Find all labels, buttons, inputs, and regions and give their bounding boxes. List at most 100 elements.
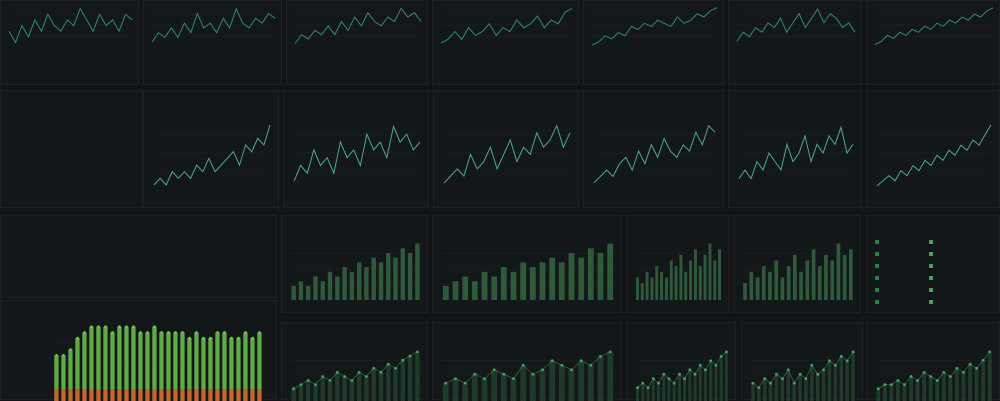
bar <box>680 255 683 300</box>
data-point <box>454 377 457 380</box>
bar-segment-green <box>138 332 142 389</box>
data-point <box>483 377 486 380</box>
bar <box>379 372 383 401</box>
bar <box>501 267 507 300</box>
bar <box>321 377 325 401</box>
stacked-bar-panel <box>0 300 277 400</box>
trend-line <box>753 352 853 388</box>
bar <box>335 277 339 301</box>
middle-line-chart <box>877 117 991 189</box>
bar-cap-dot <box>83 331 86 334</box>
legend-value-swatch <box>929 300 933 304</box>
data-point <box>720 355 723 358</box>
bar <box>647 388 650 401</box>
data-point <box>512 377 515 380</box>
bar-segment-orange <box>173 390 177 401</box>
data-point <box>300 383 303 386</box>
data-point <box>975 367 978 370</box>
bar-cap-dot <box>146 331 149 334</box>
series-line <box>295 8 421 43</box>
bar <box>812 249 816 300</box>
data-point <box>752 382 755 385</box>
bar-segment-orange <box>215 390 219 401</box>
data-point <box>609 351 612 354</box>
data-point <box>956 367 959 370</box>
bar <box>482 272 488 300</box>
bar <box>350 272 354 300</box>
data-point <box>372 367 375 370</box>
bar <box>816 374 820 401</box>
bar <box>299 281 303 300</box>
bar-segment-orange <box>124 390 128 401</box>
bar <box>804 379 808 401</box>
bar-segment-green <box>236 338 240 389</box>
legend-item <box>875 274 882 281</box>
bar-segment-green <box>54 355 58 389</box>
legend-value-swatch <box>929 240 933 244</box>
legend-value <box>929 262 936 269</box>
bar <box>688 370 691 401</box>
trend-line <box>446 352 610 383</box>
data-point <box>969 363 972 366</box>
data-point <box>699 364 702 367</box>
bar <box>673 383 676 401</box>
data-point <box>910 375 913 378</box>
data-point <box>678 373 681 376</box>
bar <box>720 356 723 401</box>
bar-segment-green <box>201 338 205 389</box>
series-line <box>877 125 991 186</box>
bar-segment-orange <box>159 390 163 401</box>
bar <box>540 262 546 300</box>
bar <box>762 266 766 300</box>
bar-segment-orange <box>152 390 156 401</box>
gridlines <box>152 14 275 36</box>
bar <box>357 262 361 300</box>
bar-segment-green <box>180 332 184 389</box>
series-line <box>875 8 993 45</box>
bar <box>810 365 814 401</box>
bar-dot-panel-3 <box>626 322 736 400</box>
bar <box>313 277 317 301</box>
top-line-chart <box>441 3 572 47</box>
bar <box>655 266 658 300</box>
bar-cap-dot <box>251 337 254 340</box>
bar <box>408 253 412 300</box>
bar-segment-orange <box>89 390 93 401</box>
data-point <box>982 359 985 362</box>
data-point <box>292 387 295 390</box>
series-line <box>9 9 132 43</box>
bar-segment-green <box>61 355 65 389</box>
bar-cap-dot <box>118 325 121 328</box>
gridlines <box>444 135 570 171</box>
data-point <box>988 351 991 354</box>
data-point <box>560 364 563 367</box>
bar-segment-orange <box>222 390 226 401</box>
bar <box>472 281 478 300</box>
data-point <box>769 382 772 385</box>
bar <box>313 385 317 401</box>
data-point <box>781 377 784 380</box>
legend-value <box>929 274 936 281</box>
bar-segment-orange <box>201 390 205 401</box>
bar <box>408 356 412 401</box>
bar <box>781 278 785 301</box>
bar-segment-orange <box>82 390 86 401</box>
top-line-chart <box>875 3 993 47</box>
top-line-chart <box>295 3 421 47</box>
bar <box>530 267 536 300</box>
bar <box>472 374 478 401</box>
bar <box>787 370 791 401</box>
bar <box>763 379 767 401</box>
top-line-chart <box>737 3 855 47</box>
bar <box>306 286 310 300</box>
data-point <box>715 364 718 367</box>
data-point <box>351 379 354 382</box>
bar-segment-orange <box>180 390 184 401</box>
bar <box>342 377 346 401</box>
bar <box>559 262 565 300</box>
trend-line <box>294 352 418 389</box>
series-line <box>441 8 572 43</box>
bar <box>709 244 712 300</box>
bar-segment-green <box>110 332 114 389</box>
bar-segment-orange <box>236 390 240 401</box>
